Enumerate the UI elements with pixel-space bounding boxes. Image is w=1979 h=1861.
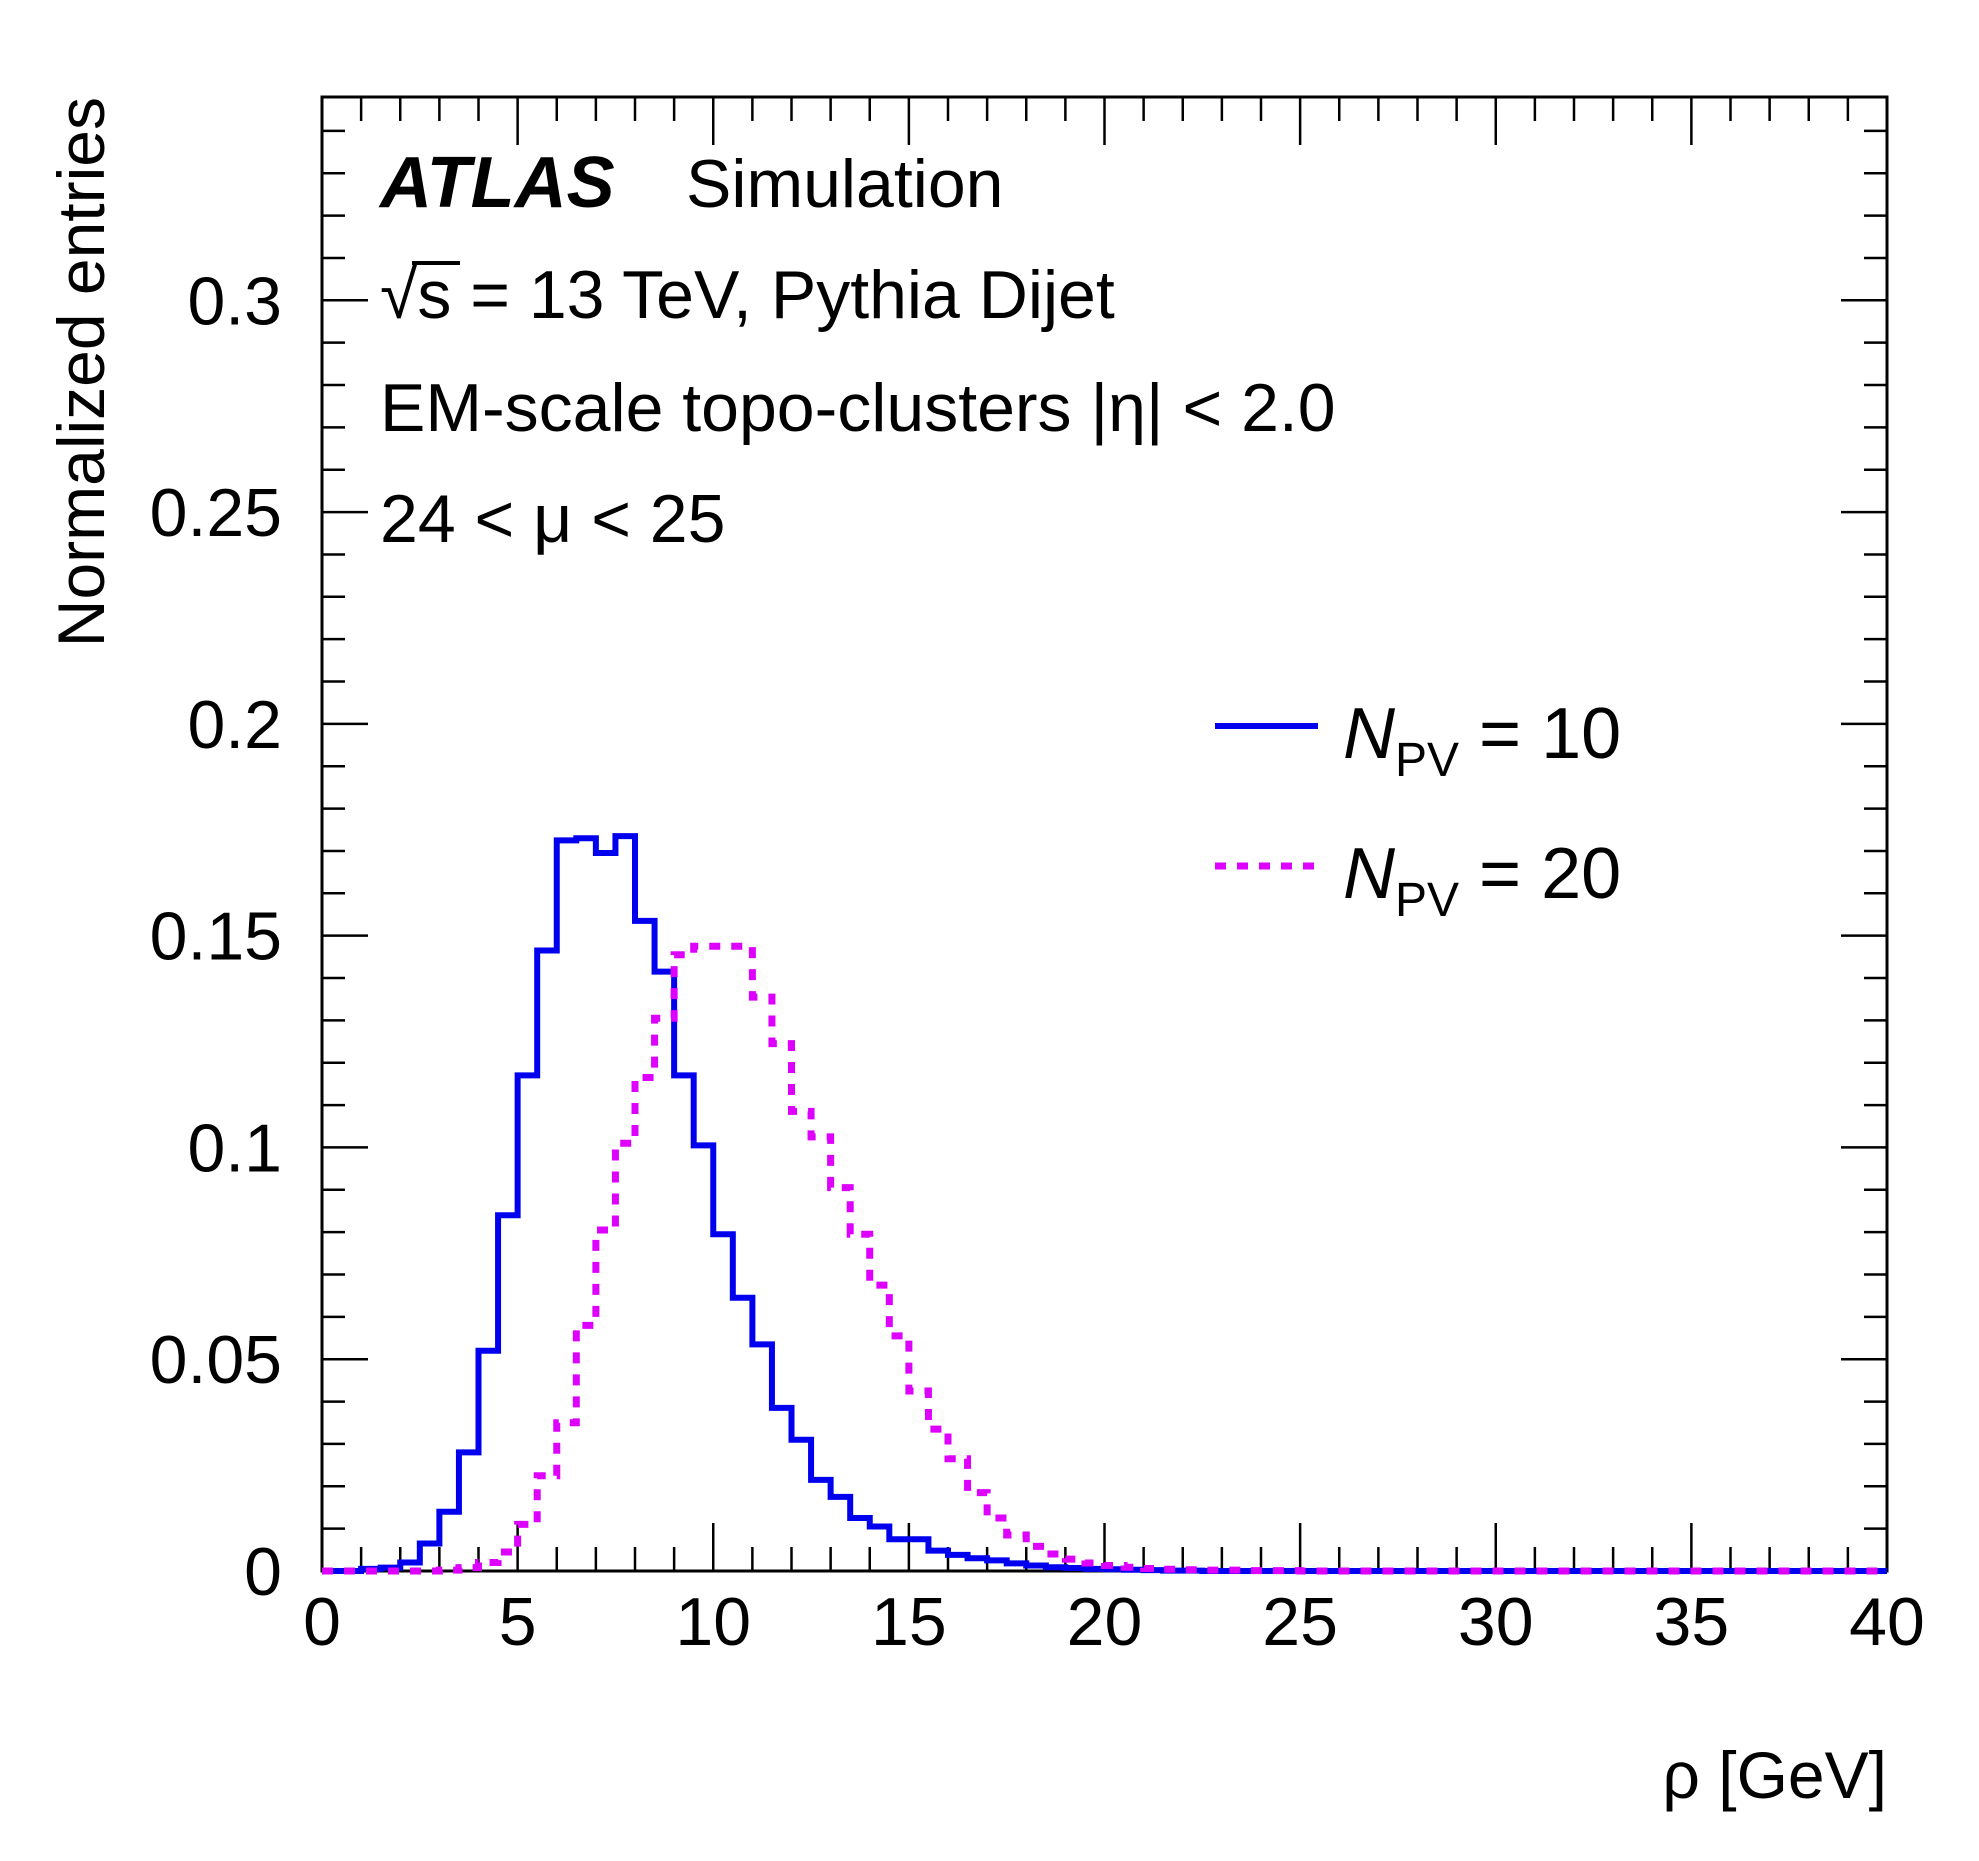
x-tick-label: 35	[1654, 1584, 1730, 1660]
y-tick-label: 0.2	[187, 687, 282, 763]
simulation-label: Simulation	[686, 146, 1004, 222]
axis-ticks	[320, 97, 1889, 1573]
y-tick-label: 0.05	[150, 1322, 282, 1398]
series-layer	[322, 833, 1887, 1575]
y-tick-label: 0.3	[187, 263, 282, 339]
energy-label: √s = 13 TeV, Pythia Dijet	[380, 257, 1115, 333]
mu-range-label: 24 < μ < 25	[380, 481, 725, 557]
energy-s: s	[417, 257, 451, 333]
x-tick-label: 40	[1849, 1584, 1925, 1660]
x-tick-label: 25	[1262, 1584, 1338, 1660]
x-tick-label: 30	[1458, 1584, 1534, 1660]
y-tick-label: 0	[244, 1534, 282, 1610]
selection-label: EM-scale topo-clusters |η| < 2.0	[380, 370, 1336, 446]
x-axis-title: ρ [GeV]	[1662, 1738, 1887, 1812]
x-tick-label: 15	[871, 1584, 947, 1660]
series-npv10-step	[322, 833, 1887, 1574]
x-tick-label: 5	[499, 1584, 537, 1660]
atlas-label: ATLAS	[378, 143, 615, 223]
x-tick-label: 10	[675, 1584, 751, 1660]
y-tick-label: 0.1	[187, 1110, 282, 1186]
y-tick-label: 0.15	[150, 899, 282, 975]
x-tick-label: 20	[1067, 1584, 1143, 1660]
sqrt-sign: √	[380, 257, 418, 333]
legend-label-npv10: NPV = 10	[1343, 694, 1621, 787]
y-tick-labels: 0 0.05 0.1 0.15 0.2 0.25 0.3	[150, 263, 282, 1610]
legend-label-npv20: NPV = 20	[1343, 834, 1621, 927]
legend: NPV = 10 NPV = 20	[1215, 694, 1621, 927]
x-tick-labels: 0 5 10 15 20 25 30 35 40	[303, 1584, 1925, 1660]
series-npv20-step	[322, 942, 1887, 1575]
energy-text: = 13 TeV, Pythia Dijet	[451, 257, 1115, 333]
x-tick-label: 0	[303, 1584, 341, 1660]
y-tick-label: 0.25	[150, 475, 282, 551]
y-axis-title: Normalized entries	[44, 97, 118, 647]
